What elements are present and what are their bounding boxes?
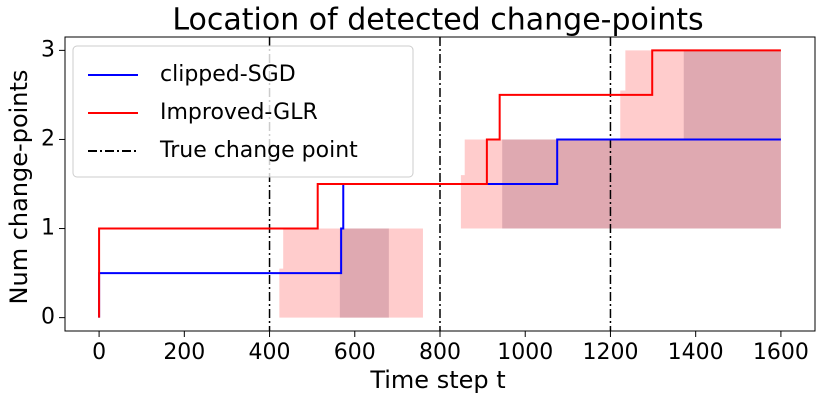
x-tick-label: 200 [163,340,205,365]
x-tick-label: 1200 [582,340,638,365]
plot-frame [64,36,816,332]
step-line [98,49,781,318]
x-tick-label: 400 [249,340,291,365]
y-tick-label: 0 [41,305,55,330]
x-tick-label: 600 [334,340,376,365]
y-tick-label: 2 [41,126,55,151]
x-tick-label: 800 [419,340,461,365]
legend: clipped-SGD Improved-GLR True change point [72,45,414,178]
x-tick-label: 1000 [497,340,553,365]
legend-label: clipped-SGD [160,62,296,87]
legend-label: Improved-GLR [160,100,318,125]
legend-box [72,45,414,178]
legend-label: True change point [159,138,358,163]
y-axis-label: Num change-points [5,70,33,305]
x-tick-label: 0 [92,340,106,365]
y-tick-label: 1 [41,216,55,241]
x-tick-label: 1400 [668,340,724,365]
y-tick-label: 3 [41,37,55,62]
band [99,50,781,318]
chart-title: Location of detected change-points [172,3,703,38]
step-line [98,138,781,318]
x-axis-label: Time step t [369,366,505,394]
x-tick-label: 1600 [753,340,809,365]
band [99,50,781,318]
